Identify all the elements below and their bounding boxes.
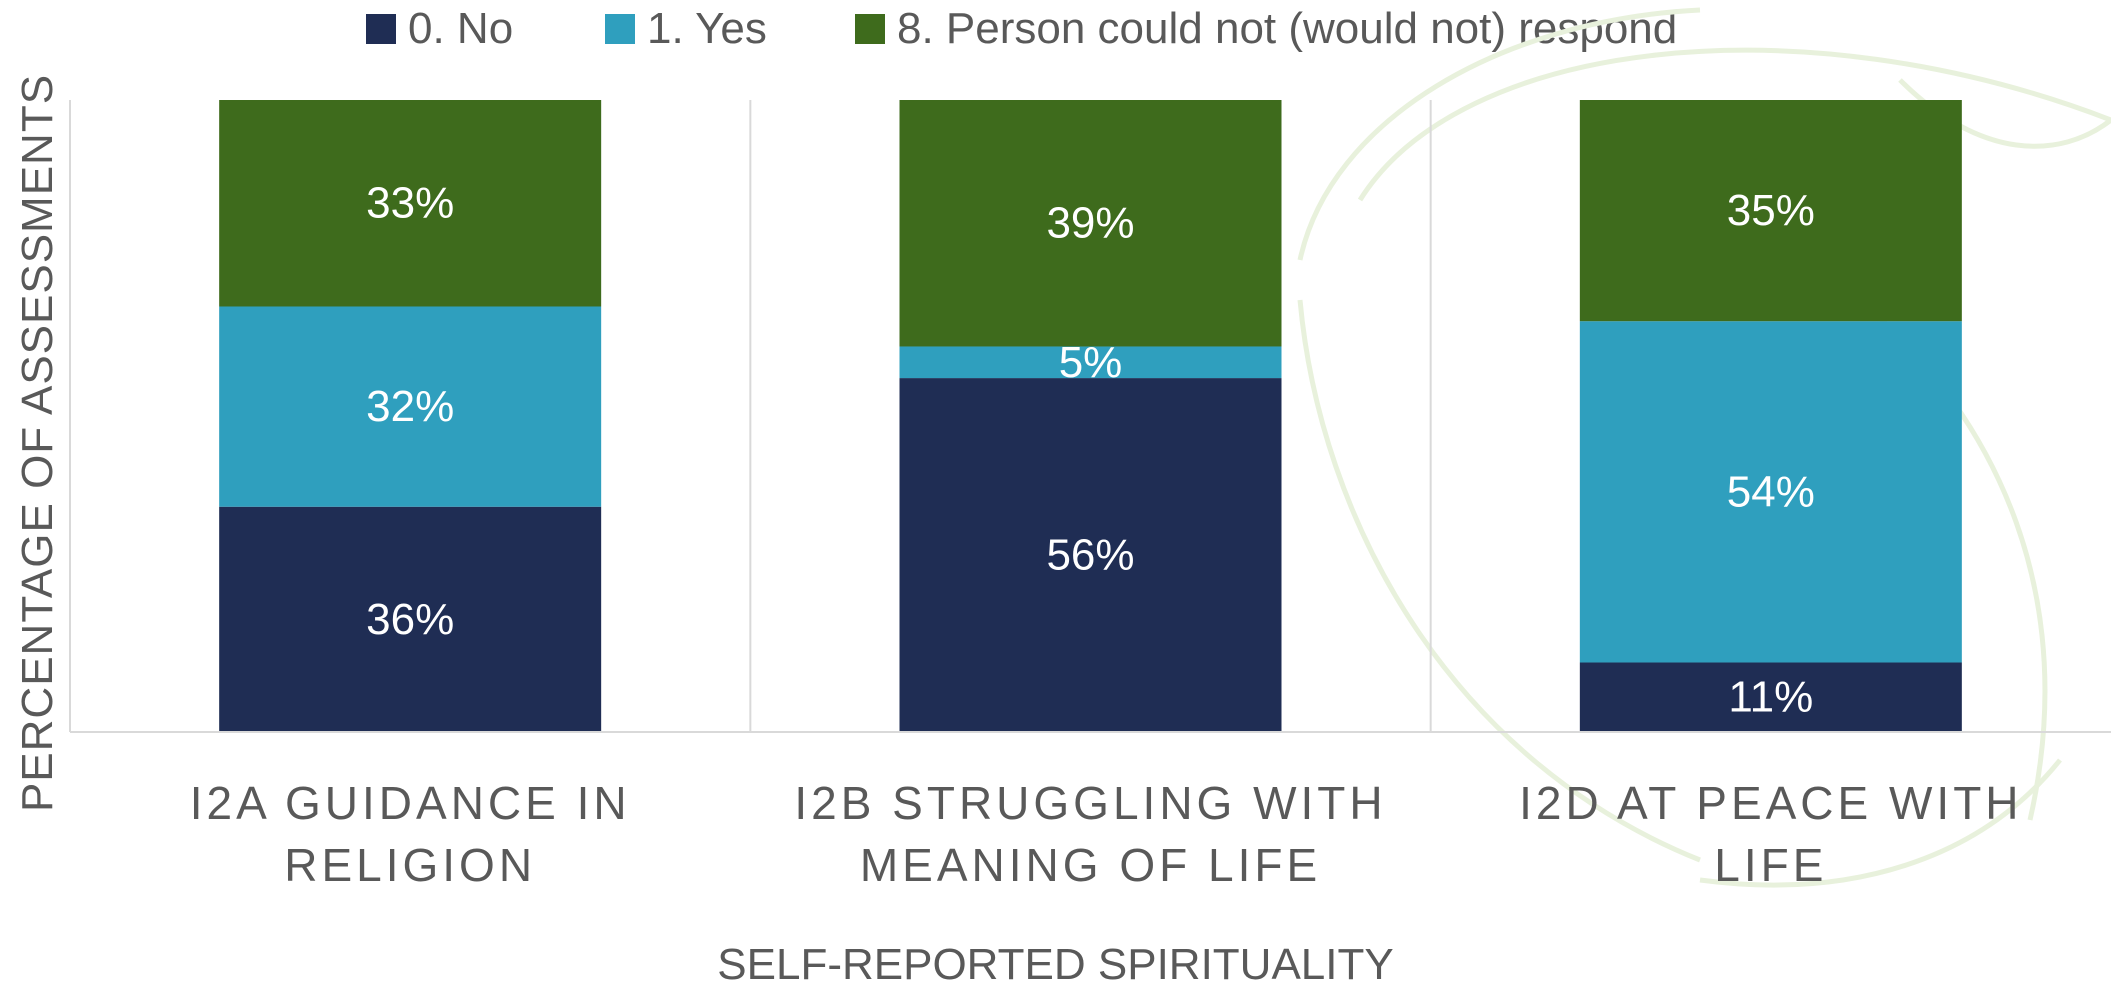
legend: 0. No 1. Yes 8. Person could not (would … <box>0 0 2111 60</box>
legend-swatch-yes <box>605 14 635 44</box>
data-label: 36% <box>366 595 454 644</box>
category-label: I2A GUIDANCE IN RELIGION <box>110 772 710 896</box>
legend-item-no: 0. No <box>366 4 513 54</box>
bar-segment-no <box>219 506 602 732</box>
data-label: 56% <box>1046 531 1134 580</box>
legend-label-no-response: 8. Person could not (would not) respond <box>897 4 1678 53</box>
bar-segment-yes <box>219 306 602 507</box>
category-label-line: MEANING OF LIFE <box>859 839 1322 891</box>
data-label: 54% <box>1727 467 1815 516</box>
category-label-line: I2D AT PEACE WITH LIFE <box>1519 777 2023 891</box>
bar-segment-yes <box>1579 321 1962 663</box>
data-label: 33% <box>366 179 454 228</box>
category-label: I2B STRUGGLING WITH MEANING OF LIFE <box>791 772 1391 896</box>
data-label: 5% <box>1059 338 1123 387</box>
legend-swatch-no-response <box>855 14 885 44</box>
y-axis-title: PERCENTAGE OF ASSESSMENTS <box>13 73 62 813</box>
legend-label-no: 0. No <box>408 4 514 53</box>
legend-item-no-response: 8. Person could not (would not) respond <box>855 4 1677 54</box>
data-labels: 36% 32% 33% 56% 5% 39% 11% 54% 35% <box>366 179 1815 722</box>
x-axis-title: SELF-REPORTED SPIRITUALITY <box>717 940 1394 989</box>
data-label: 39% <box>1046 199 1134 248</box>
legend-item-yes: 1. Yes <box>605 4 767 54</box>
category-label-line: I2B STRUGGLING WITH <box>794 777 1387 829</box>
bar-segment-no <box>1579 662 1962 732</box>
bar-segment-no <box>899 378 1282 732</box>
category-dividers <box>69 100 1432 732</box>
data-label: 35% <box>1727 186 1815 235</box>
data-label: 32% <box>366 382 454 431</box>
category-label: I2D AT PEACE WITH LIFE <box>1471 772 2071 896</box>
data-label: 11% <box>1728 673 1813 722</box>
bar-segment-no-response <box>899 100 1282 347</box>
bar-segment-yes <box>899 346 1282 379</box>
bar-segment-no-response <box>1579 100 1962 322</box>
legend-swatch-no <box>366 14 396 44</box>
category-label-line: I2A GUIDANCE IN RELIGION <box>189 777 631 891</box>
bar-segment-no-response <box>219 100 602 307</box>
legend-label-yes: 1. Yes <box>647 4 767 53</box>
bars <box>219 100 1962 732</box>
